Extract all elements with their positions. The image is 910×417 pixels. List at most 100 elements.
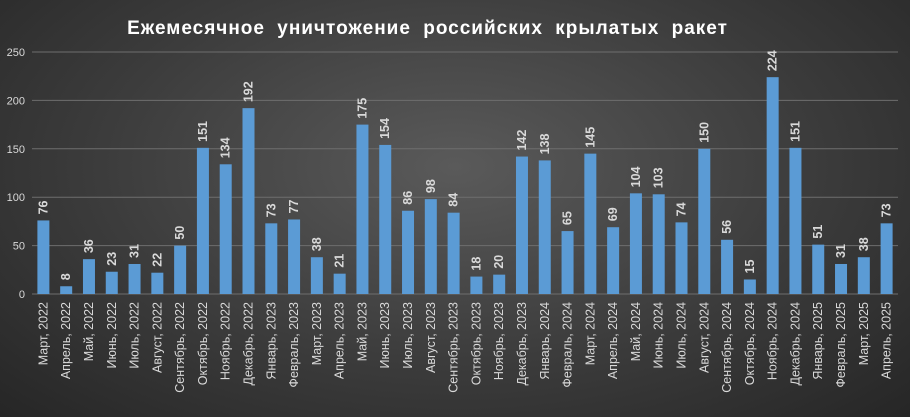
- bar: [584, 153, 597, 294]
- x-tick-label: Август, 2024: [697, 302, 711, 373]
- data-label: 145: [583, 127, 597, 148]
- x-tick-label: Ноябрь, 2022: [219, 302, 233, 380]
- x-tick-label: Март, 2023: [310, 302, 324, 365]
- x-tick-label: Февраль, 2025: [834, 302, 848, 388]
- bar: [835, 263, 848, 294]
- data-label: 154: [378, 118, 392, 139]
- x-tick-label: Декабрь, 2024: [788, 302, 802, 386]
- x-tick-label: Март, 2025: [857, 302, 871, 365]
- x-tick-label: Сентябрь, 2024: [720, 302, 734, 393]
- data-label: 142: [515, 130, 529, 151]
- data-label: 8: [59, 273, 73, 280]
- y-tick-label: 150: [7, 144, 25, 156]
- bar: [356, 124, 369, 294]
- bar: [310, 257, 323, 294]
- data-label: 69: [606, 207, 620, 221]
- data-label: 51: [811, 225, 825, 239]
- bar: [721, 239, 734, 294]
- data-label: 38: [310, 237, 324, 251]
- x-tick-label: Май, 2022: [82, 302, 96, 361]
- bar: [880, 223, 893, 294]
- bar: [766, 77, 779, 294]
- data-label: 84: [447, 193, 461, 207]
- x-tick-label: Июль, 2022: [128, 302, 142, 369]
- bar: [219, 164, 232, 294]
- data-label: 175: [355, 98, 369, 119]
- bar: [196, 147, 209, 294]
- bar: [265, 223, 278, 294]
- bar: [789, 147, 802, 294]
- bar: [561, 231, 574, 294]
- bar: [402, 210, 415, 294]
- bar: [37, 220, 50, 294]
- data-label: 151: [196, 121, 210, 142]
- x-tick-label: Декабрь, 2022: [242, 302, 256, 386]
- data-label: 151: [788, 121, 802, 142]
- x-tick-label: Декабрь, 2023: [515, 302, 529, 386]
- x-tick-label: Июнь, 2023: [378, 302, 392, 369]
- data-label: 65: [561, 211, 575, 225]
- data-label: 23: [105, 252, 119, 266]
- bar: [652, 194, 665, 294]
- data-label: 104: [629, 166, 643, 187]
- data-label: 150: [697, 122, 711, 143]
- bar: [629, 193, 642, 294]
- x-tick-label: Февраль, 2024: [561, 302, 575, 388]
- x-tick-label: Апрель, 2022: [59, 302, 73, 379]
- bar: [675, 222, 688, 294]
- bar: [379, 144, 392, 294]
- x-tick-label: Сентябрь, 2023: [447, 302, 461, 393]
- data-label: 76: [36, 200, 50, 214]
- bar: [60, 286, 73, 294]
- y-tick-label: 100: [7, 192, 25, 204]
- bar: [812, 244, 825, 294]
- bar: [174, 245, 187, 294]
- x-tick-label: Май, 2023: [355, 302, 369, 361]
- data-label: 38: [857, 237, 871, 251]
- y-tick-label: 50: [13, 241, 25, 253]
- chart-title: Ежемесячное уничтожение российских крыла…: [127, 18, 728, 39]
- x-tick-label: Январь, 2023: [264, 302, 278, 380]
- bar: [82, 259, 95, 294]
- x-tick-label: Ноябрь, 2023: [492, 302, 506, 380]
- bar: [493, 274, 506, 294]
- data-label: 15: [743, 260, 757, 274]
- x-tick-label: Июнь, 2022: [105, 302, 119, 369]
- x-tick-label: Август, 2022: [150, 302, 164, 373]
- bar: [424, 199, 437, 294]
- bar: [698, 148, 711, 294]
- bar: [151, 272, 164, 294]
- bar: [538, 160, 551, 294]
- y-tick-label: 200: [7, 95, 25, 107]
- x-tick-label: Апрель, 2024: [606, 302, 620, 379]
- data-label: 86: [401, 191, 415, 205]
- data-label: 73: [264, 203, 278, 217]
- data-label: 18: [469, 257, 483, 271]
- data-label: 31: [128, 244, 142, 258]
- bar: [447, 212, 460, 294]
- x-tick-label: Октябрь, 2022: [196, 302, 210, 385]
- x-tick-label: Апрель, 2023: [333, 302, 347, 379]
- x-tick-label: Март, 2024: [583, 302, 597, 365]
- data-label: 74: [675, 202, 689, 216]
- x-tick-label: Январь, 2025: [811, 302, 825, 380]
- y-tick-label: 0: [19, 289, 25, 301]
- x-tick-label: Январь, 2024: [538, 302, 552, 380]
- bar: [128, 263, 141, 294]
- data-label: 98: [424, 179, 438, 193]
- bar: [288, 219, 301, 294]
- data-label: 56: [720, 220, 734, 234]
- x-tick-label: Июль, 2024: [675, 302, 689, 369]
- data-label: 20: [492, 255, 506, 269]
- bar: [105, 271, 118, 294]
- bar: [743, 279, 756, 294]
- x-tick-label: Август, 2023: [424, 302, 438, 373]
- bar: [607, 227, 620, 294]
- data-label: 36: [82, 239, 96, 253]
- bar: [470, 276, 483, 294]
- x-tick-label: Ноябрь, 2024: [766, 302, 780, 380]
- x-tick-label: Июнь, 2024: [652, 302, 666, 369]
- x-tick-label: Сентябрь, 2022: [173, 302, 187, 393]
